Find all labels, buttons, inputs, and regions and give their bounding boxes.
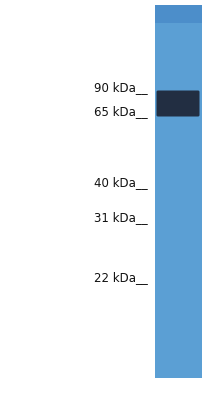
- Text: 40 kDa__: 40 kDa__: [94, 176, 148, 190]
- Bar: [155, 5, 202, 378]
- Text: 22 kDa__: 22 kDa__: [94, 272, 148, 284]
- Text: 65 kDa__: 65 kDa__: [94, 106, 148, 118]
- Text: 31 kDa__: 31 kDa__: [94, 212, 148, 224]
- FancyBboxPatch shape: [156, 90, 200, 116]
- Bar: [155, 5, 202, 23]
- Text: 90 kDa__: 90 kDa__: [94, 82, 148, 94]
